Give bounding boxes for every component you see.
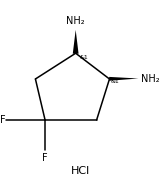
Text: &1: &1 [80,55,88,60]
Text: NH₂: NH₂ [141,74,160,83]
Text: F: F [0,115,6,125]
Text: &1: &1 [110,79,119,84]
Text: F: F [42,153,48,163]
Text: HCl: HCl [71,166,90,176]
Text: NH₂: NH₂ [66,16,85,26]
Polygon shape [109,77,138,81]
Polygon shape [73,30,79,54]
